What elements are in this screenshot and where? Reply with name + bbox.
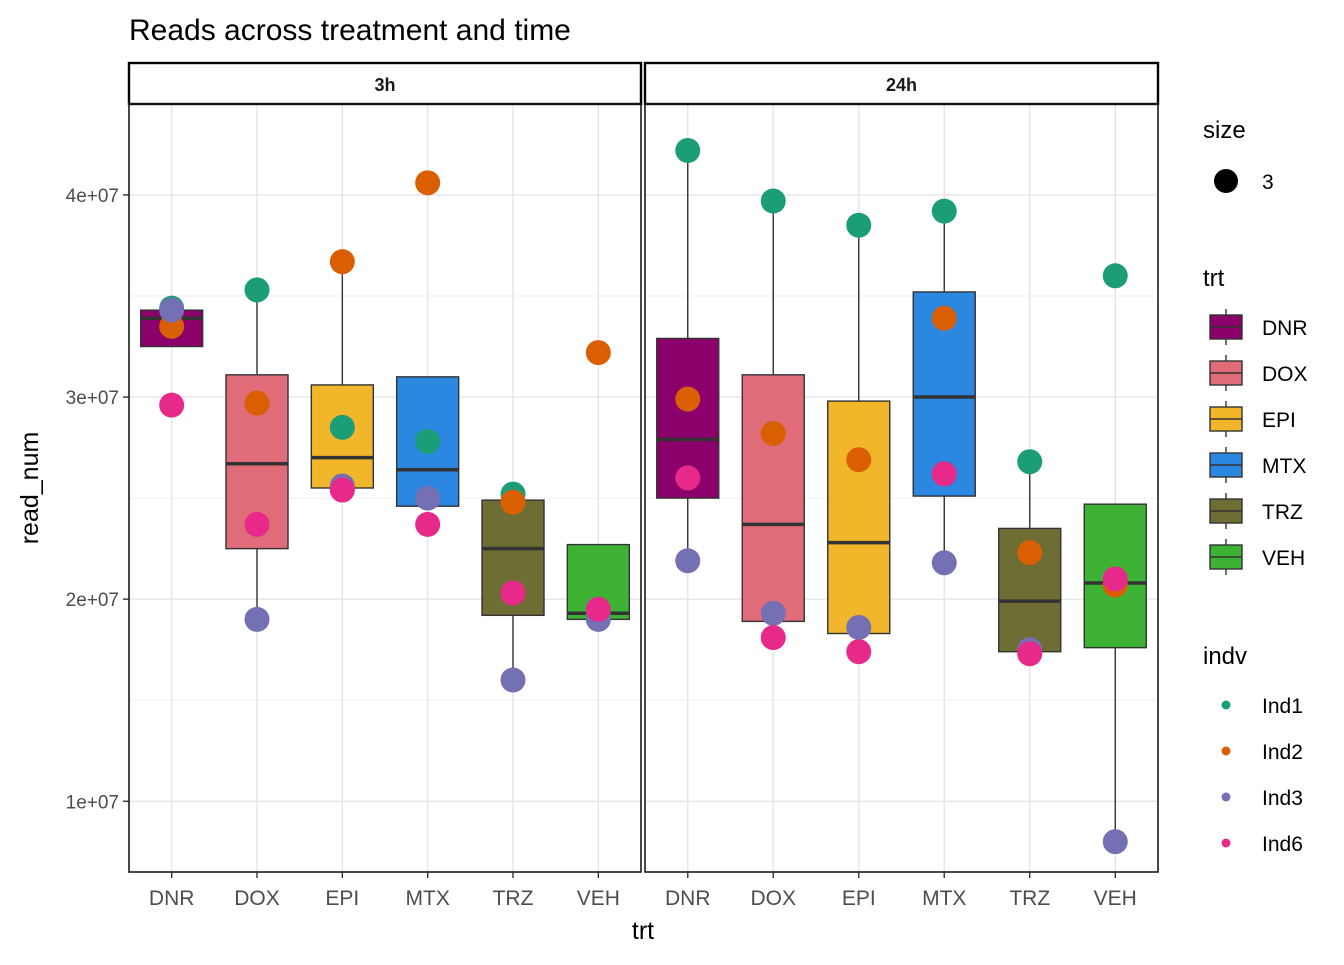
x-tick-label: MTX (406, 887, 450, 910)
data-point-ind1 (244, 277, 270, 303)
data-point-ind3 (1102, 829, 1128, 855)
legend-key-indv (1221, 838, 1231, 848)
box-epi (827, 400, 891, 635)
data-point-ind1 (329, 414, 355, 440)
data-point-ind3 (675, 548, 701, 574)
data-point-ind6 (159, 392, 185, 418)
data-point-ind6 (1017, 641, 1043, 667)
x-tick-label: TRZ (493, 887, 534, 910)
data-point-ind3 (159, 297, 185, 323)
x-tick-label: VEH (577, 887, 620, 910)
data-point-ind2 (931, 305, 957, 331)
facet-strip-label: 24h (886, 75, 917, 95)
panel-background (645, 104, 1158, 872)
legend-key-indv (1221, 746, 1231, 756)
data-point-ind2 (329, 249, 355, 275)
legend-title: indv (1203, 643, 1247, 670)
data-point-ind1 (931, 198, 957, 224)
data-point-ind2 (675, 386, 701, 412)
x-tick-label: DNR (149, 887, 195, 910)
panel-border (644, 103, 1159, 873)
facet-strip (643, 61, 1160, 106)
y-axis-title: read_num (16, 432, 44, 545)
legend-label: 3 (1262, 171, 1274, 194)
x-tick-label: EPI (842, 887, 876, 910)
data-point-ind1 (675, 137, 701, 163)
data-point-ind6 (1102, 566, 1128, 592)
panel-background (129, 104, 641, 872)
y-tick-label: 4e+07 (66, 186, 119, 207)
legend-label: Ind1 (1262, 695, 1303, 718)
x-tick-label: DNR (665, 887, 711, 910)
data-point-ind1 (1102, 263, 1128, 289)
data-point-ind6 (931, 461, 957, 487)
legend-key-size (1214, 169, 1238, 193)
data-point-ind6 (760, 625, 786, 651)
data-point-ind2 (760, 420, 786, 446)
y-tick-label: 2e+07 (66, 590, 119, 611)
data-point-ind3 (931, 550, 957, 576)
data-point-ind6 (846, 639, 872, 665)
legend-label: Ind2 (1262, 741, 1303, 764)
data-point-ind6 (244, 511, 270, 537)
data-point-ind6 (500, 580, 526, 606)
data-point-ind2 (1017, 540, 1043, 566)
y-tick-label: 3e+07 (66, 388, 119, 409)
x-tick-label: VEH (1094, 887, 1137, 910)
x-tick-label: TRZ (1009, 887, 1050, 910)
x-tick-label: EPI (325, 887, 359, 910)
y-tick-label: 1e+07 (66, 792, 119, 813)
data-point-ind1 (1017, 449, 1043, 475)
x-axis-title: trt (632, 917, 654, 945)
box-dox (741, 374, 805, 623)
legend-label: VEH (1262, 547, 1305, 570)
data-point-ind3 (415, 485, 441, 511)
legend-label: MTX (1262, 455, 1306, 478)
legend-key-indv (1221, 792, 1231, 802)
data-point-ind6 (585, 596, 611, 622)
data-point-ind2 (585, 340, 611, 366)
data-point-ind6 (675, 465, 701, 491)
x-tick-label: DOX (234, 887, 280, 910)
legend-label: EPI (1262, 409, 1296, 432)
legend-label: Ind3 (1262, 787, 1303, 810)
x-tick-label: DOX (750, 887, 796, 910)
legend-title: size (1203, 117, 1246, 144)
legend-key-indv (1221, 700, 1231, 710)
legend-label: TRZ (1262, 501, 1303, 524)
data-point-ind2 (244, 390, 270, 416)
legend-title: trt (1203, 265, 1225, 292)
legend-label: DNR (1262, 317, 1308, 340)
data-point-ind1 (760, 188, 786, 214)
panel-border (128, 103, 642, 873)
data-point-ind6 (329, 477, 355, 503)
x-tick-label: MTX (922, 887, 966, 910)
data-point-ind2 (415, 170, 441, 196)
data-point-ind3 (760, 600, 786, 626)
facet-strip-label: 3h (374, 75, 395, 95)
chart-title: Reads across treatment and time (129, 14, 571, 47)
facet-strip (127, 61, 643, 106)
data-point-ind2 (500, 489, 526, 515)
data-point-ind3 (500, 667, 526, 693)
legend-label: Ind6 (1262, 833, 1303, 856)
data-point-ind2 (846, 447, 872, 473)
legend-label: DOX (1262, 363, 1308, 386)
data-point-ind1 (415, 429, 441, 455)
data-point-ind3 (244, 606, 270, 632)
data-point-ind3 (846, 614, 872, 640)
data-point-ind1 (846, 212, 872, 238)
data-point-ind6 (415, 511, 441, 537)
